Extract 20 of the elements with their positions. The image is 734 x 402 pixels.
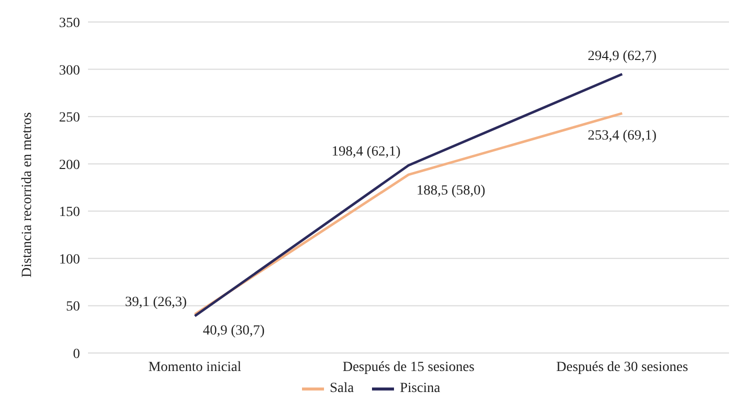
y-tick-label: 200 <box>59 158 80 173</box>
data-label: 40,9 (30,7) <box>202 323 265 338</box>
data-label: 198,4 (62,1) <box>332 144 401 160</box>
data-label: 188,5 (58,0) <box>416 184 486 199</box>
y-tick-label: 300 <box>59 63 80 78</box>
data-label: 39,1 (26,3) <box>125 295 188 310</box>
y-tick-label: 250 <box>59 110 80 126</box>
y-tick-label: 150 <box>59 205 80 220</box>
x-tick-label: Después de 15 sesiones <box>342 360 474 375</box>
y-tick-label: 0 <box>73 346 80 362</box>
y-tick-label: 350 <box>59 16 80 31</box>
legend-label: Sala <box>328 381 354 397</box>
legend-label: Piscina <box>398 381 440 397</box>
x-tick-label: Momento inicial <box>148 360 242 375</box>
data-label: 294,9 (62,7) <box>588 49 657 64</box>
y-tick-label: 100 <box>59 252 80 268</box>
data-label: 253,4 (69,1) <box>588 128 657 144</box>
x-tick-label: Después de 30 sesiones <box>556 360 688 375</box>
y-axis-title: Distancia recorrida en metros <box>20 112 35 278</box>
y-tick-label: 50 <box>66 300 80 315</box>
